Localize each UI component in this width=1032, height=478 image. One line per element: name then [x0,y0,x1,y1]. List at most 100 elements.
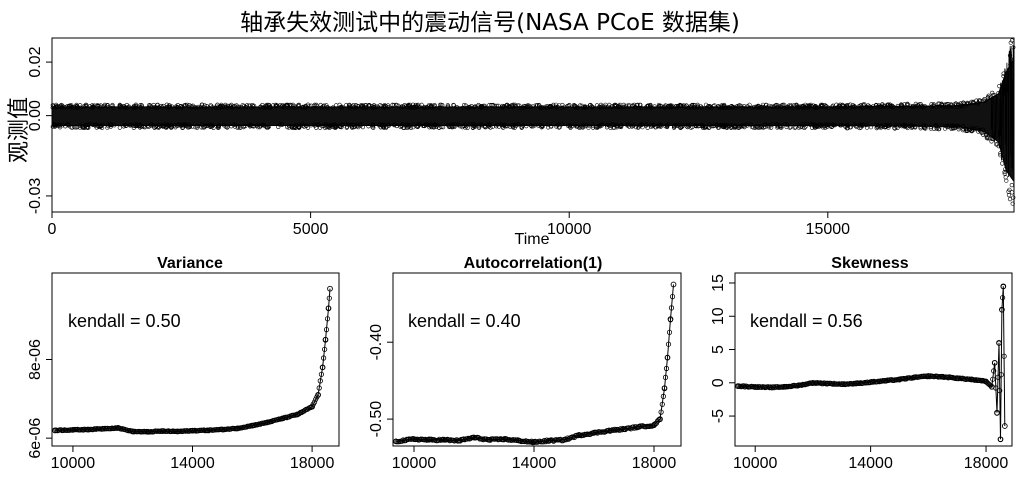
signal-point [202,103,207,108]
signal-point [164,102,169,107]
signal-point [961,127,966,132]
indicator-point [321,346,328,352]
signal-point [854,124,859,130]
signal-point [452,123,457,128]
indicator-data-point [471,434,477,441]
indicator-point [257,421,263,427]
signal-point [504,123,509,128]
signal-point [529,124,534,129]
signal-point [996,144,1001,149]
signal-point [134,122,140,127]
signal-point [52,124,58,129]
indicator-point [668,305,675,311]
indicator-data-point [85,426,91,433]
signal-point [284,103,289,108]
signal-point [852,122,857,127]
signal-point [434,124,439,129]
signal-point [843,124,848,129]
indicator-data-point [636,423,642,430]
signal-point [392,122,397,127]
indicator-data-point [441,436,447,443]
signal-point [300,105,305,110]
signal-point [674,123,679,128]
signal-point [500,103,505,109]
signal-point [980,127,986,132]
y-tick-label: -0.03 [27,178,44,215]
signal-point [864,122,869,128]
signal-point [216,123,222,129]
signal-point [885,103,890,108]
autocorrelation-kendall-annotation: kendall = 0.40 [408,311,521,331]
signal-point [176,123,181,128]
signal-point [984,135,989,140]
signal-point [391,102,397,108]
signal-point [538,105,544,110]
signal-point [482,103,487,108]
signal-point [407,104,412,109]
indicator-point [399,438,405,444]
signal-point [432,102,437,108]
indicator-data-point [1001,423,1008,429]
signal-point [910,103,915,109]
variance-kendall-annotation: kendall = 0.50 [68,311,181,331]
signal-point [779,123,784,129]
signal-point [478,122,483,127]
x-tick-label: 0 [48,221,57,238]
signal-point [275,103,280,108]
indicator-point [669,293,676,300]
signal-point [998,153,1003,158]
signal-point [555,123,560,128]
indicator-data-point [319,364,326,371]
signal-point [279,122,284,127]
signal-point [874,102,879,108]
signal-point [476,104,481,109]
signal-point [898,104,904,109]
signal-point [439,124,444,130]
signal-point [700,125,706,130]
signal-point [396,103,401,108]
signal-point [124,105,129,110]
indicator-point [666,329,673,335]
signal-point [712,103,717,108]
signal-point [986,93,991,98]
indicator-data-point [781,383,787,390]
signal-point [1006,189,1011,194]
signal-point [590,125,596,130]
signal-point [555,104,560,109]
signal-point [467,104,472,110]
signal-point [695,104,700,110]
signal-point [886,125,891,130]
signal-point [931,126,937,131]
signal-point [429,124,434,129]
signal-point [725,123,730,128]
signal-point [934,123,939,128]
signal-point [194,105,199,110]
signal-point [589,104,594,109]
signal-point [675,103,680,109]
signal-point [50,124,55,129]
signal-point [899,102,904,107]
signal-point [348,103,353,108]
signal-point [445,105,450,110]
signal-point [168,122,173,128]
signal-point [812,104,817,110]
signal-point [567,124,573,129]
signal-point [937,104,942,109]
indicator-data-point [925,373,932,379]
signal-point [102,102,107,107]
signal-point [905,101,910,106]
signal-point [852,104,857,109]
signal-point [234,103,239,108]
signal-point [314,125,319,130]
signal-point [180,124,186,129]
signal-point [413,104,418,109]
y-tick-label: 10 [710,307,727,325]
signal-point [922,104,928,109]
indicator-point [318,371,324,377]
signal-point [77,103,83,108]
signal-point [117,102,122,107]
signal-point [665,122,670,127]
y-axis-title: 观测值 [7,97,32,163]
signal-point [361,105,366,110]
signal-point [467,122,472,127]
